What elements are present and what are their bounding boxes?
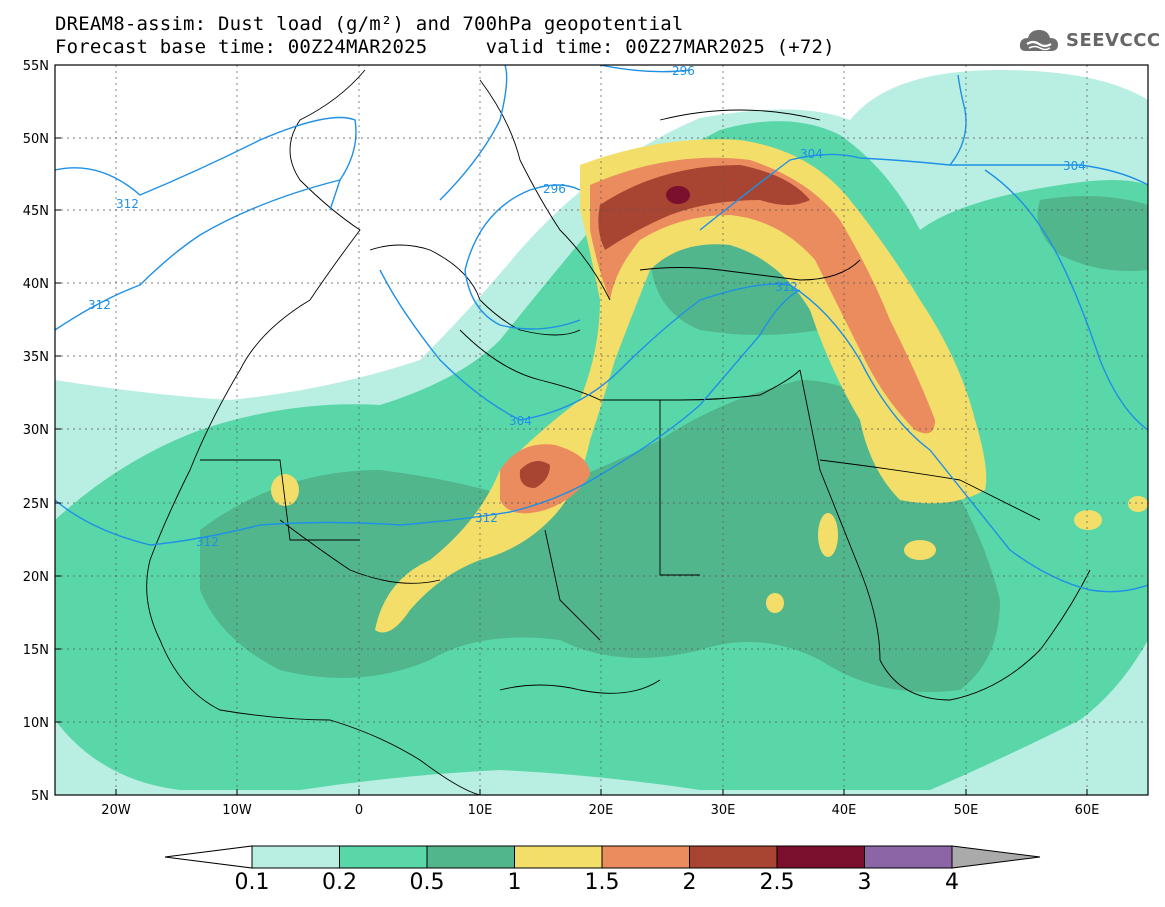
gridlines	[55, 65, 1148, 795]
lon-label: 20E	[589, 803, 614, 818]
contour-label: 304	[1063, 159, 1086, 173]
colorbar-over-arrow	[951, 845, 1041, 869]
lon-label: 50E	[954, 803, 979, 818]
lat-label: 5N	[31, 789, 49, 804]
lat-label: 45N	[23, 204, 49, 219]
colorbar-swatch	[864, 845, 953, 869]
colorbar-under-arrow	[164, 845, 253, 869]
lat-label: 40N	[23, 277, 49, 292]
colorbar-swatch	[339, 845, 428, 869]
colorbar-label: 0.2	[322, 870, 357, 895]
lon-label: 30E	[711, 803, 736, 818]
contour-labels: 312 312 296 296 304 312 312 312 304 304	[88, 64, 1086, 549]
lon-label: 60E	[1075, 803, 1100, 818]
colorbar-label: 2	[682, 870, 697, 895]
seevccc-logo: SEEVCCC	[1018, 24, 1161, 56]
colorbar-swatch	[689, 845, 778, 869]
dust-shading	[55, 65, 1148, 795]
colorbar-label: 0.5	[409, 870, 445, 895]
colorbar-label: 3	[857, 870, 872, 895]
lat-label: 55N	[23, 59, 49, 74]
colorbar-label: 4	[945, 870, 959, 895]
geopotential-contours	[55, 65, 1148, 593]
contour-label: 312	[475, 511, 498, 525]
contour-label: 312	[775, 280, 798, 294]
contour-label: 312	[196, 535, 219, 549]
lat-label: 35N	[23, 350, 49, 365]
contour-label: 312	[88, 298, 111, 312]
contour-label: 312	[116, 197, 139, 211]
lon-label: 10E	[468, 803, 493, 818]
longitude-labels: 20W 10W 0 10E 20E 30E 40E 50E 60E	[101, 803, 1099, 818]
lat-label: 50N	[23, 132, 49, 147]
cloud-logo-icon	[1019, 30, 1058, 51]
lon-label: 40E	[832, 803, 857, 818]
map-title-line2: Forecast base time: 00Z24MAR2025 valid t…	[55, 36, 835, 58]
map-title-line1: DREAM8-assim: Dust load (g/m²) and 700hP…	[55, 13, 684, 35]
contour-label: 296	[543, 182, 566, 196]
colorbar-swatch	[251, 845, 340, 869]
colorbar-swatch	[601, 845, 690, 869]
colorbar-swatch	[514, 845, 603, 869]
latitude-labels: 55N 50N 45N 40N 35N 30N 25N 20N 15N 10N …	[23, 59, 49, 804]
contour-label: 296	[672, 64, 695, 78]
colorbar-label: 1.5	[584, 870, 620, 895]
lat-label: 15N	[23, 643, 49, 658]
axis-ticks	[55, 64, 1088, 795]
colorbar-label: 1	[507, 870, 522, 895]
lat-label: 20N	[23, 570, 49, 585]
lat-label: 25N	[23, 497, 49, 512]
lat-label: 10N	[23, 716, 49, 731]
colorbar-swatch	[426, 845, 515, 869]
logo-text: SEEVCCC	[1066, 29, 1161, 51]
lon-label: 0	[355, 803, 363, 818]
lon-label: 20W	[101, 803, 131, 818]
contour-label: 304	[509, 414, 532, 428]
colorbar	[164, 845, 1041, 869]
lat-label: 30N	[23, 423, 49, 438]
colorbar-label: 2.5	[759, 870, 795, 895]
colorbar-label: 0.1	[234, 870, 270, 895]
contour-label: 304	[800, 147, 823, 161]
colorbar-swatch	[776, 845, 865, 869]
lon-label: 10W	[222, 803, 252, 818]
